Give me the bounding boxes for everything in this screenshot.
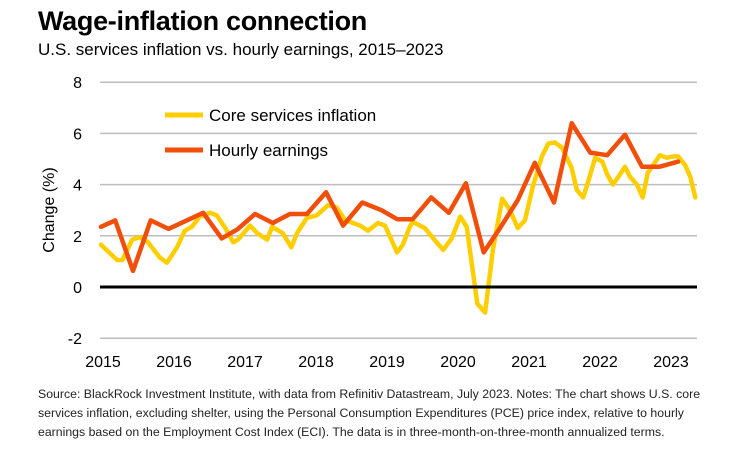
y-tick-label: 6 <box>73 126 82 143</box>
y-tick-label: -2 <box>68 331 82 348</box>
y-tick-label: 4 <box>73 178 82 195</box>
y-axis-label: Change (%) <box>41 167 58 252</box>
x-tick-label: 2023 <box>653 354 689 371</box>
x-tick-label: 2021 <box>511 354 547 371</box>
y-tick-label: 2 <box>73 229 82 246</box>
series-line-hourly-earnings <box>98 120 681 274</box>
x-tick-label: 2017 <box>227 354 263 371</box>
x-tick-label: 2019 <box>369 354 405 371</box>
y-tick-label: 8 <box>73 75 82 92</box>
chart-subtitle: U.S. services inflation vs. hourly earni… <box>38 40 444 59</box>
x-tick-label: 2015 <box>85 354 121 371</box>
line-chart: 8 6 4 2 0 -2 2015 2016 2017 2018 2019 2020 2021 2022… <box>41 75 698 371</box>
legend-label-hourly-earnings: Hourly earnings <box>209 141 328 160</box>
source-note: Source: BlackRock Investment Institute, … <box>38 387 701 439</box>
legend-label-core-services: Core services inflation <box>209 106 376 125</box>
x-tick-label: 2016 <box>156 354 192 371</box>
chart-title: Wage-inflation connection <box>38 6 367 36</box>
legend: Core services inflation Hourly earnings <box>165 106 376 160</box>
y-tick-label: 0 <box>73 280 82 297</box>
x-tick-label: 2018 <box>298 354 334 371</box>
x-tick-label: 2022 <box>582 354 618 371</box>
x-tick-label: 2020 <box>440 354 476 371</box>
